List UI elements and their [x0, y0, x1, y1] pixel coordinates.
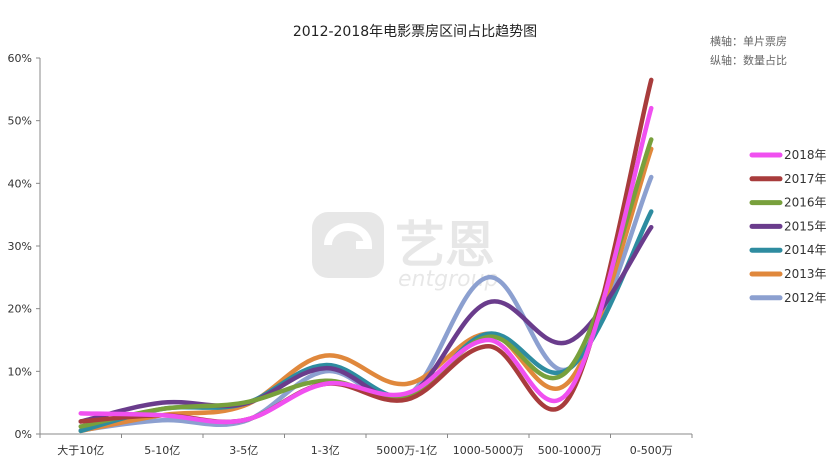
x-tick-label: 大于10亿	[57, 443, 104, 457]
y-axis-note: 纵轴：数量占比	[710, 53, 787, 67]
x-tick-label: 500-1000万	[538, 444, 602, 457]
watermark-brand: 艺恩	[395, 216, 495, 274]
watermark-logo: 艺恩 entgroup	[312, 212, 498, 292]
legend-label: 2015年	[784, 219, 827, 233]
x-tick-label: 1000-5000万	[453, 444, 524, 457]
legend: 2018年 2017年 2016年 2015年 2014年 2013年 2012年	[749, 148, 827, 305]
x-axis-ticks: 大于10亿 5-10亿 3-5亿 1-3亿 5000万-1亿 1000-5000万 500-…	[39, 434, 693, 457]
series-lines	[78, 77, 654, 434]
x-tick-label: 5-10亿	[144, 444, 180, 457]
y-tick-label: 40%	[8, 177, 32, 190]
y-tick-label: 20%	[8, 303, 32, 316]
y-tick-label: 30%	[8, 240, 32, 253]
legend-label: 2018年	[784, 148, 827, 162]
y-tick-label: 50%	[8, 115, 32, 128]
series-line-2013年	[78, 146, 654, 434]
legend-label: 2016年	[784, 196, 827, 210]
y-tick-label: 60%	[8, 52, 32, 65]
x-tick-label: 5000万-1亿	[376, 444, 437, 457]
legend-label: 2017年	[784, 172, 827, 186]
series-line-2016年	[78, 137, 654, 429]
legend-label: 2014年	[784, 243, 827, 257]
x-tick-label: 1-3亿	[311, 444, 340, 457]
watermark-icon	[312, 212, 384, 278]
series-line-2018年	[78, 105, 654, 425]
chart-title: 2012-2018年电影票房区间占比趋势图	[293, 24, 537, 40]
x-tick-label: 3-5亿	[229, 444, 258, 457]
x-tick-label: 0-500万	[630, 444, 673, 457]
x-axis-note: 横轴：单片票房	[710, 34, 787, 48]
y-axis-ticks: 0% 10% 20% 30% 40% 50% 60%	[8, 52, 40, 441]
legend-label: 2012年	[784, 291, 827, 305]
y-tick-label: 10%	[8, 365, 32, 378]
legend-label: 2013年	[784, 267, 827, 281]
y-tick-label: 0%	[15, 428, 32, 441]
